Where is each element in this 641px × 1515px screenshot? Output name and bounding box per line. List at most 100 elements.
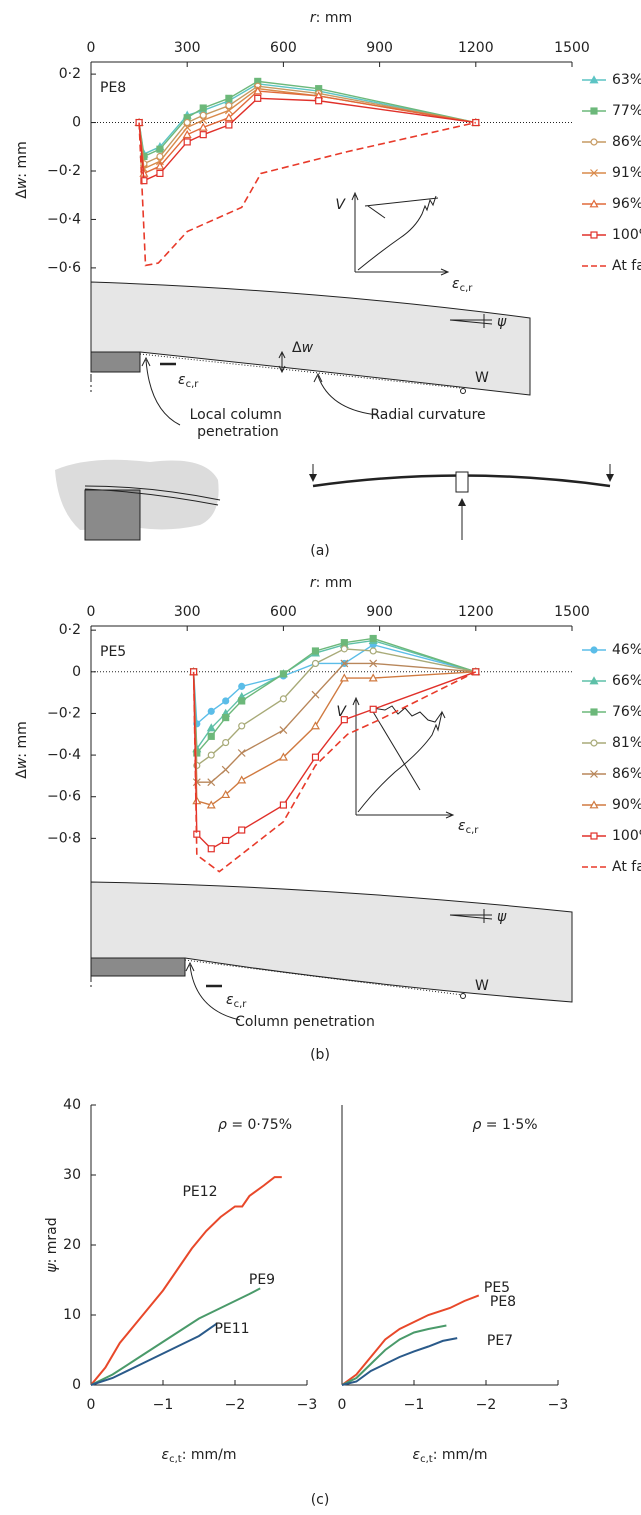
marker <box>369 634 377 643</box>
marker <box>207 778 216 787</box>
marker <box>225 102 233 110</box>
marker <box>156 169 164 177</box>
marker <box>279 726 288 735</box>
legend-label: 100%VR <box>612 227 641 245</box>
marker <box>590 646 598 654</box>
marker <box>182 129 192 139</box>
marker <box>199 131 207 139</box>
x-tick-label: −1 <box>153 1397 174 1413</box>
marker <box>590 739 598 747</box>
y-axis-label: Δw: mm <box>14 141 30 198</box>
chart-panel: 0 300 600 900 1200 1500 0·2 0 −0·2 −0·4 −0·6 −0·8 r:… <box>14 575 641 1063</box>
legend-label: 76%VR <box>612 704 641 722</box>
series-label: PE12 <box>182 1184 217 1200</box>
annotation: V <box>335 197 346 213</box>
marker <box>369 647 377 655</box>
x-tick-label: −2 <box>225 1397 246 1413</box>
y-tick-label: 0 <box>72 664 81 680</box>
marker <box>156 152 164 161</box>
series-line <box>192 671 476 806</box>
series-line <box>192 643 476 726</box>
marker <box>206 800 216 809</box>
y-tick-label: 40 <box>63 1097 81 1113</box>
marker <box>238 722 246 730</box>
marker <box>183 138 191 146</box>
marker <box>278 752 288 761</box>
series-line <box>192 671 477 873</box>
slab-diagram-a <box>55 278 614 541</box>
marker <box>589 800 599 809</box>
annotation: Column penetration <box>235 1014 375 1030</box>
series-label: PE7 <box>487 1333 513 1349</box>
marker <box>207 845 215 853</box>
series-line <box>192 639 477 751</box>
annotation: εc,r <box>458 818 479 836</box>
series-line <box>341 1324 447 1386</box>
series-line <box>192 662 476 783</box>
legend-label: 77%VR <box>612 103 641 121</box>
x-tick-label: 0 <box>87 1397 96 1413</box>
y-tick-label: 0·2 <box>59 622 81 638</box>
x-tick-label: 1200 <box>458 40 494 56</box>
marker <box>199 111 207 119</box>
y-tick-label: 20 <box>63 1237 81 1253</box>
x-tick-label: −2 <box>476 1397 497 1413</box>
marker <box>254 94 262 102</box>
x-tick-label: −3 <box>548 1397 569 1413</box>
marker <box>238 697 246 705</box>
series-line <box>341 1294 480 1386</box>
annotation: εc,r <box>178 372 199 390</box>
legend-label: 86%VR <box>612 134 641 152</box>
slab-diagram-b <box>90 878 573 1021</box>
marker <box>225 94 233 102</box>
annotation: PE8 <box>100 80 126 96</box>
x-tick-label: 0 <box>87 40 96 56</box>
y-tick-label: −0·6 <box>47 789 81 805</box>
legend-label: 66%VR <box>612 673 641 691</box>
annotation: ρ = 1·5% <box>472 1117 537 1133</box>
marker <box>222 836 230 845</box>
marker <box>311 753 320 761</box>
annotation: Δw <box>292 340 314 356</box>
y-tick-label: −0·2 <box>47 705 81 721</box>
marker <box>238 682 246 690</box>
caption: (b) <box>310 1047 330 1063</box>
marker <box>237 775 247 784</box>
marker <box>199 104 207 112</box>
annotation: ψ <box>497 314 507 330</box>
annotation: εc,r <box>226 992 247 1010</box>
marker <box>590 107 598 115</box>
marker <box>207 707 215 715</box>
legend-label: At failure <box>612 859 641 875</box>
series-label: PE9 <box>249 1272 275 1288</box>
series-line <box>192 648 476 767</box>
marker <box>590 770 598 778</box>
legend-label: 63%VR <box>612 72 641 90</box>
marker <box>183 123 192 132</box>
marker <box>472 668 480 676</box>
marker <box>340 716 348 724</box>
marker <box>339 673 349 682</box>
inset-b <box>352 696 455 819</box>
marker <box>589 75 599 84</box>
y-tick-label: 30 <box>63 1167 81 1183</box>
legend-label: 86%VR <box>612 766 641 784</box>
series-line <box>90 1287 261 1386</box>
legend-label: 46%VR <box>612 642 641 660</box>
marker <box>199 116 208 125</box>
marker <box>311 659 320 668</box>
marker <box>310 721 320 730</box>
marker <box>590 138 598 146</box>
legend-label: 81%VR <box>612 735 641 753</box>
marker <box>222 697 230 705</box>
y-tick-label: 0 <box>72 115 81 131</box>
marker <box>225 121 233 129</box>
annotation: Radial curvature <box>370 407 485 423</box>
series-label: PE11 <box>214 1321 249 1337</box>
annotation: W <box>475 978 489 994</box>
marker <box>590 231 598 239</box>
marker <box>183 118 191 127</box>
